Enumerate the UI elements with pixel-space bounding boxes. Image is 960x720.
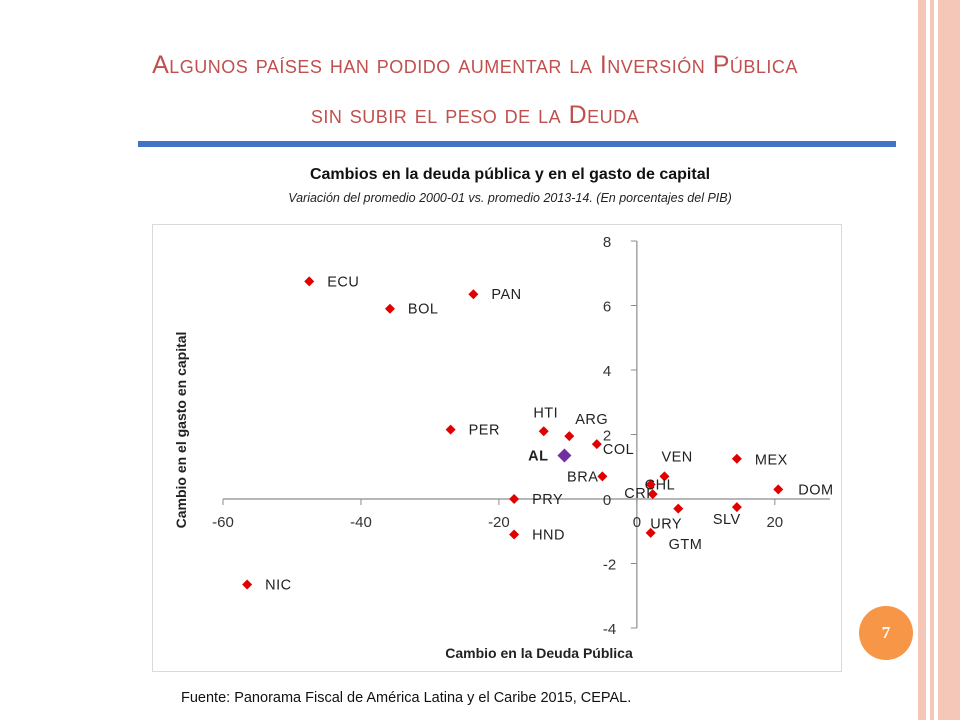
point-label-gtm: GTM — [669, 537, 703, 553]
point-label-ury: URY — [650, 517, 682, 533]
point-marker-nic — [242, 579, 253, 590]
point-label-mex: MEX — [755, 453, 788, 469]
point-marker-al — [557, 448, 572, 463]
point-marker-cri — [647, 489, 658, 500]
y-tick-label: 8 — [603, 234, 611, 251]
y-tick-label: 0 — [603, 492, 611, 509]
point-marker-ven — [659, 471, 670, 482]
point-marker-pry — [509, 494, 520, 504]
x-tick-label: -20 — [488, 514, 510, 531]
point-marker-dom — [773, 484, 784, 495]
chart-subtitle: Variación del promedio 2000-01 vs. prome… — [288, 191, 732, 205]
point-marker-ecu — [304, 276, 315, 287]
point-label-hnd: HND — [532, 527, 565, 543]
point-marker-per — [445, 424, 456, 435]
y-tick-label: 4 — [603, 363, 611, 380]
point-label-bra: BRA — [567, 469, 598, 485]
point-label-al: AL — [528, 448, 548, 464]
point-marker-arg — [564, 431, 575, 442]
point-marker-pan — [468, 289, 479, 300]
point-label-ecu: ECU — [327, 274, 359, 290]
point-marker-bol — [384, 303, 395, 314]
point-label-hti: HTI — [533, 405, 558, 421]
page-number-badge: 7 — [859, 606, 913, 660]
point-marker-gtm — [645, 527, 656, 538]
x-axis-label: Cambio en la Deuda Pública — [445, 645, 633, 661]
x-tick-label: -60 — [212, 514, 234, 531]
decorative-stripe — [918, 0, 926, 720]
point-label-pan: PAN — [491, 287, 521, 303]
point-marker-bra — [597, 471, 608, 482]
point-label-dom: DOM — [798, 482, 833, 498]
slide-title-line1: Algunos países han podido aumentar la In… — [152, 51, 798, 79]
point-label-cri: CRI — [624, 486, 650, 502]
point-label-bol: BOL — [408, 302, 439, 318]
y-tick-label: -2 — [603, 557, 616, 574]
title-underline — [138, 141, 896, 147]
point-label-slv: SLV — [713, 512, 741, 528]
point-label-arg: ARG — [575, 412, 608, 428]
decorative-stripe — [930, 0, 934, 720]
slide-title-line2: sin subir el peso de la Deuda — [310, 101, 640, 129]
point-marker-hti — [538, 426, 549, 437]
point-marker-col — [591, 439, 602, 450]
slide-title: Algunos países han podido aumentar la In… — [40, 40, 910, 140]
chart-area — [152, 224, 842, 672]
point-label-pry: PRY — [532, 492, 563, 508]
point-label-nic: NIC — [265, 577, 291, 593]
decorative-stripe — [938, 0, 960, 720]
x-tick-label: -40 — [350, 514, 372, 531]
y-axis-label: Cambio en el gasto en capital — [173, 332, 189, 529]
point-marker-mex — [731, 453, 742, 464]
y-tick-label: 2 — [603, 428, 611, 445]
point-marker-slv — [731, 502, 742, 513]
point-label-ven: VEN — [661, 449, 692, 465]
point-label-chl: CHL — [645, 477, 676, 493]
point-marker-ury — [673, 503, 684, 514]
y-tick-label: -4 — [603, 621, 616, 638]
point-label-per: PER — [469, 423, 500, 439]
chart-title: Cambios en la deuda pública y en el gast… — [309, 166, 711, 183]
y-tick-label: 6 — [603, 299, 611, 316]
x-tick-label: 0 — [633, 514, 641, 531]
source-note: Fuente: Panorama Fiscal de América Latin… — [181, 690, 632, 706]
point-label-col: COL — [603, 442, 634, 458]
x-tick-label: 20 — [766, 514, 783, 531]
point-marker-chl — [645, 479, 656, 490]
point-marker-hnd — [509, 529, 520, 540]
